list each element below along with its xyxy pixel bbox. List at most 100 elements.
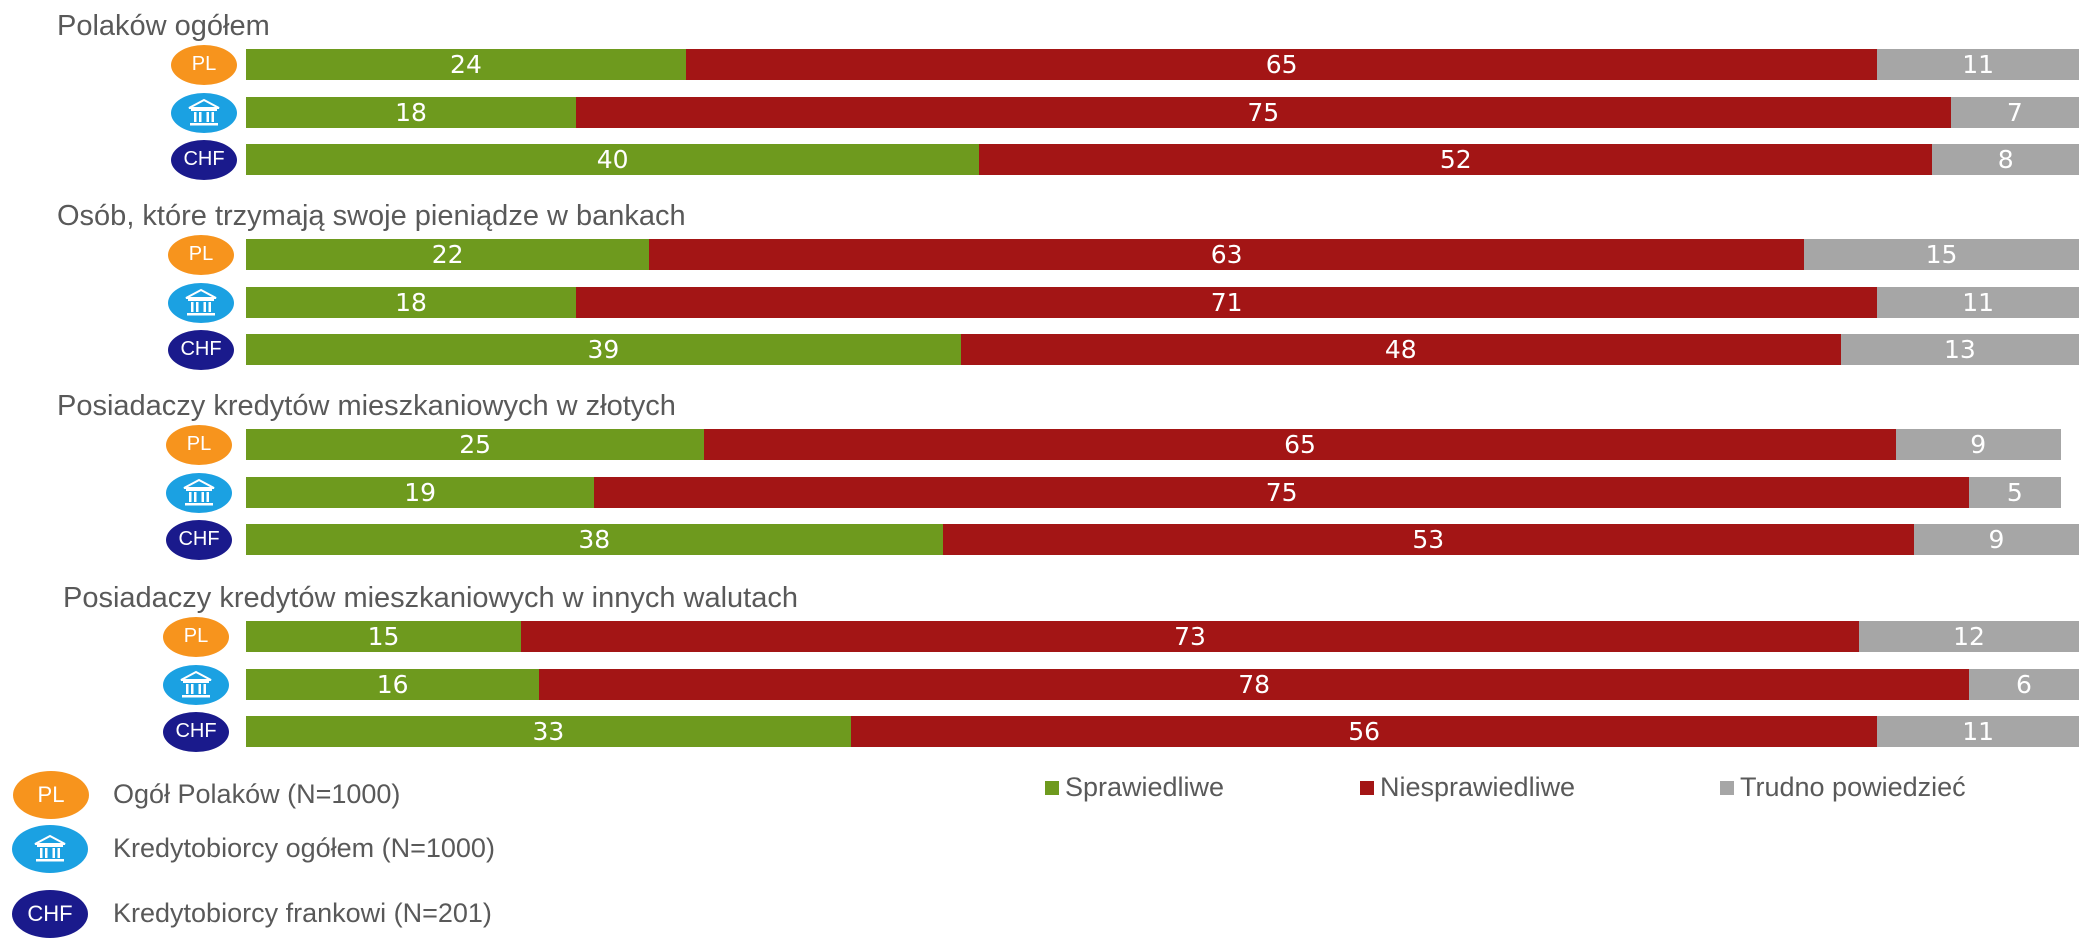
- data-label: 13: [1943, 335, 1976, 364]
- data-label: 25: [459, 430, 492, 459]
- bar-segment-trudno-powiedzieć: 15: [1804, 239, 2079, 270]
- chf-badge-icon-label: CHF: [183, 148, 225, 170]
- pl-badge-icon-label: PL: [183, 625, 209, 647]
- data-label: 15: [367, 622, 400, 651]
- data-label: 48: [1384, 335, 1417, 364]
- respondent-legend-label: Ogół Polaków (N=1000): [113, 779, 401, 809]
- bar-segment-trudno-powiedzieć: 11: [1877, 287, 2079, 318]
- data-label: 56: [1348, 717, 1381, 746]
- data-label: 33: [532, 717, 565, 746]
- group-title: Polaków ogółem: [57, 10, 270, 42]
- pl-badge-icon-label: PL: [186, 433, 212, 455]
- data-label: 75: [1247, 98, 1280, 127]
- legend-swatch: [1720, 780, 1734, 795]
- pl-badge-icon-label: PL: [188, 243, 214, 265]
- bank-building-icon: [171, 92, 237, 133]
- chf-badge-icon: CHF: [171, 139, 237, 180]
- bank-building-icon: [163, 664, 229, 705]
- data-label: 9: [1970, 430, 1987, 459]
- respondent-legend-label: Kredytobiorcy frankowi (N=201): [113, 898, 492, 928]
- bar-segment-niesprawiedliwe: 53: [942, 524, 1915, 555]
- data-label: 53: [1412, 525, 1445, 554]
- bar-segment-niesprawiedliwe: 65: [685, 49, 1878, 80]
- bar-segment-trudno-powiedzieć: 9: [1914, 524, 2079, 555]
- data-label: 73: [1174, 622, 1206, 651]
- bar-segment-sprawiedliwe: 39: [246, 334, 961, 365]
- data-label: 65: [1284, 430, 1316, 459]
- bar-segment-trudno-powiedzieć: 13: [1840, 334, 2079, 365]
- data-label: 11: [1962, 288, 1995, 317]
- data-label: 63: [1210, 240, 1243, 269]
- pl-badge-icon: PL: [171, 44, 237, 85]
- bar-segment-sprawiedliwe: 19: [246, 477, 595, 508]
- chf-badge-icon-label: CHF: [178, 528, 220, 550]
- data-label: 15: [1925, 240, 1958, 269]
- bar-segment-niesprawiedliwe: 52: [979, 144, 1933, 175]
- bar-segment-sprawiedliwe: 15: [246, 621, 521, 652]
- bar-segment-niesprawiedliwe: 78: [539, 669, 1969, 700]
- bank-building-icon: [12, 825, 88, 873]
- data-label: 75: [1265, 478, 1298, 507]
- data-label: 12: [1953, 622, 1985, 651]
- respondent-legend-label: Kredytobiorcy ogółem (N=1000): [113, 833, 495, 863]
- bar-segment-sprawiedliwe: 22: [246, 239, 650, 270]
- pl-badge-icon: PL: [163, 616, 229, 657]
- bar-segment-trudno-powiedzieć: 7: [1950, 97, 2079, 128]
- data-label: 18: [395, 288, 427, 317]
- chf-badge-icon: CHF: [163, 711, 229, 752]
- data-label: 9: [1988, 525, 2005, 554]
- bar-segment-sprawiedliwe: 33: [246, 716, 851, 747]
- data-label: 11: [1962, 50, 1995, 79]
- chf-badge-icon-label: CHF: [27, 901, 73, 926]
- data-label: 39: [587, 335, 620, 364]
- data-label: 52: [1439, 145, 1472, 174]
- legend-item: Trudno powiedzieć: [1720, 772, 1966, 803]
- bar-segment-niesprawiedliwe: 56: [850, 716, 1878, 747]
- data-label: 16: [376, 670, 409, 699]
- pl-badge-icon-label: PL: [37, 782, 65, 807]
- legend-item: Niesprawiedliwe: [1360, 772, 1575, 803]
- group-title: Posiadaczy kredytów mieszkaniowych w zło…: [57, 390, 676, 422]
- pl-badge-icon: PL: [166, 424, 232, 465]
- legend-label: Sprawiedliwe: [1065, 772, 1225, 802]
- data-label: 38: [578, 525, 611, 554]
- legend-swatch: [1045, 780, 1059, 795]
- data-label: 7: [2006, 98, 2023, 127]
- bar-segment-niesprawiedliwe: 73: [520, 621, 1860, 652]
- bar-segment-niesprawiedliwe: 75: [594, 477, 1970, 508]
- bar-segment-sprawiedliwe: 16: [246, 669, 540, 700]
- chf-badge-icon: CHF: [166, 519, 232, 560]
- pl-badge-icon-label: PL: [191, 53, 217, 75]
- bar-segment-trudno-powiedzieć: 9: [1895, 429, 2061, 460]
- bar-segment-sprawiedliwe: 40: [246, 144, 980, 175]
- bar-segment-niesprawiedliwe: 63: [649, 239, 1805, 270]
- chf-badge-icon-label: CHF: [175, 720, 217, 742]
- data-label: 5: [2006, 478, 2023, 507]
- bar-segment-trudno-powiedzieć: 5: [1969, 477, 2061, 508]
- chf-badge-icon-label: CHF: [180, 338, 222, 360]
- bank-building-icon: [168, 282, 234, 323]
- data-label: 71: [1210, 288, 1243, 317]
- bar-segment-sprawiedliwe: 18: [246, 287, 576, 318]
- pl-badge-icon: PL: [168, 234, 234, 275]
- bank-building-icon: [166, 472, 232, 513]
- data-label: 22: [431, 240, 464, 269]
- bar-segment-trudno-powiedzieć: 11: [1877, 49, 2079, 80]
- bar-segment-sprawiedliwe: 38: [246, 524, 943, 555]
- bar-segment-niesprawiedliwe: 75: [575, 97, 1951, 128]
- data-label: 65: [1265, 50, 1298, 79]
- legend-item: Sprawiedliwe: [1045, 772, 1224, 803]
- bar-segment-niesprawiedliwe: 71: [575, 287, 1878, 318]
- bar-segment-sprawiedliwe: 18: [246, 97, 576, 128]
- group-title: Posiadaczy kredytów mieszkaniowych w inn…: [63, 582, 798, 614]
- legend-label: Trudno powiedzieć: [1740, 772, 1966, 802]
- chf-badge-icon: CHF: [12, 890, 88, 938]
- bar-segment-trudno-powiedzieć: 11: [1877, 716, 2079, 747]
- bar-segment-sprawiedliwe: 24: [246, 49, 686, 80]
- chf-badge-icon: CHF: [168, 329, 234, 370]
- pl-badge-icon: PL: [13, 771, 89, 819]
- data-label: 19: [404, 478, 437, 507]
- data-label: 8: [1997, 145, 2014, 174]
- bar-segment-sprawiedliwe: 25: [246, 429, 705, 460]
